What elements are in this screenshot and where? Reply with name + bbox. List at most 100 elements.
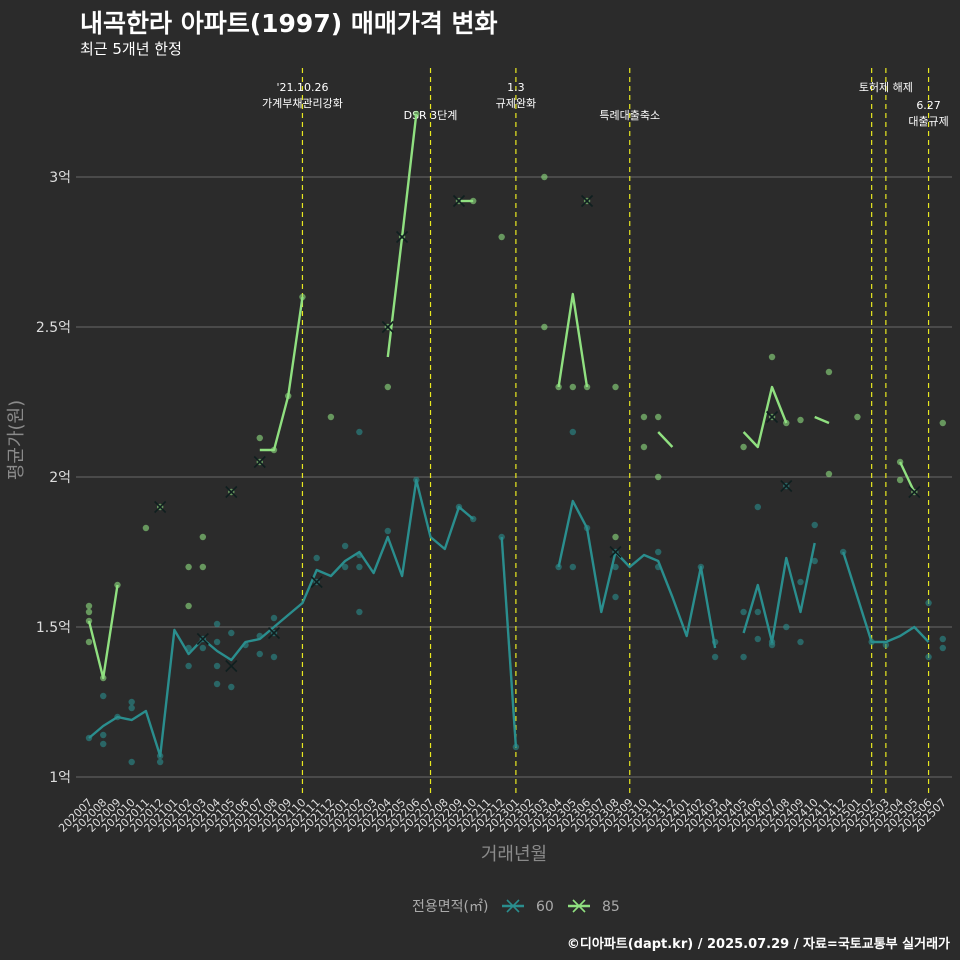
legend-label: 60 [536,899,554,915]
data-point [327,413,335,421]
annotation-label: 토허제 해제 [859,80,913,94]
annotation-label: DSR 3단계 [404,109,458,122]
annotation-label: 6.27 [916,99,941,112]
data-point [213,620,221,628]
gridlines [76,176,952,778]
data-point [313,554,320,562]
data-point [199,644,207,652]
x-axis-title: 거래년월 [481,844,547,865]
series-line-85 [814,415,830,425]
cross-marker [253,455,266,469]
data-point [85,638,93,646]
data-point [541,173,548,181]
data-point [85,608,93,616]
data-point [612,593,619,601]
data-point [555,383,562,391]
data-point [356,563,363,571]
cross-marker [154,500,167,514]
y-axis-ticks: 1억 1.5억 2억 2.5억 3억 [36,170,71,786]
series-line-60 [88,478,474,758]
chart-title: 내곡한라 아파트(1997) 매매가격 변화 [80,9,498,38]
data-point [541,323,548,331]
data-point [555,563,562,571]
data-point [754,503,762,511]
y-tick-label: 1억 [49,770,71,786]
data-point [128,758,135,766]
annotation-label: '21.10.26 [276,81,328,94]
series-line-85 [899,461,916,493]
data-point [925,599,932,607]
data-point [85,602,93,610]
data-point [740,653,747,661]
source-caption: ©디아파트(dapt.kr) / 2025.07.29 / 자료=국토교통부 실… [566,937,950,952]
data-point [811,557,818,565]
legend-label: 85 [602,899,620,915]
data-point [256,434,263,442]
data-point [583,383,591,391]
data-point [128,698,135,706]
data-point [925,653,932,661]
cross-marker [908,485,921,499]
data-point [612,383,619,391]
data-point [142,524,150,532]
y-tick-label: 3억 [49,170,71,186]
cross-markers [154,194,921,673]
data-point [470,197,477,205]
data-point [100,731,107,739]
data-point [199,533,207,541]
cross-marker [381,320,394,334]
series-line-85 [259,296,304,452]
data-point [185,662,192,670]
data-point [655,413,662,421]
data-point [341,542,349,550]
data-point [128,704,135,712]
chart-subtitle: 최근 5개년 한정 [80,40,182,58]
cross-marker [452,194,466,208]
data-point [740,443,747,451]
data-point [640,413,648,421]
data-point [612,563,619,571]
data-point [569,428,577,436]
y-tick-label: 2.5억 [36,320,71,336]
data-point [882,641,890,649]
annotation-label: 가계부채관리강화 [262,97,343,110]
legend-swatch-cross [506,899,520,913]
data-point [228,683,235,691]
data-point [569,383,577,391]
cross-marker [580,194,594,208]
series-line-60 [500,536,518,748]
data-point [256,650,263,658]
data-point [213,680,221,688]
data-point [270,653,278,661]
x-axis-ticks: 2020072020082020092020102020112020122021… [56,796,949,835]
cross-marker [780,479,793,493]
data-point [228,629,235,637]
data-point [768,353,776,361]
data-point [939,644,946,652]
data-point [100,740,107,748]
cross-marker [267,626,281,640]
data-point [640,443,648,451]
data-point [498,233,505,241]
data-point [356,428,363,436]
data-point [754,635,762,643]
legend: 전용면적(㎡) 60 85 [412,899,620,915]
data-point [270,614,278,622]
data-point [754,608,762,616]
series-line-60 [557,499,717,649]
data-point [498,533,505,541]
data-point [939,635,946,643]
series-line-85 [657,431,674,448]
data-point [185,563,192,571]
data-point [939,419,946,427]
data-point [655,473,662,481]
data-point [740,608,747,616]
data-point [783,623,790,631]
y-axis-title: 평균가(원) [6,400,27,480]
cross-marker [225,485,238,499]
data-point [384,527,392,535]
data-point [797,578,804,586]
series-line-60 [842,551,930,644]
